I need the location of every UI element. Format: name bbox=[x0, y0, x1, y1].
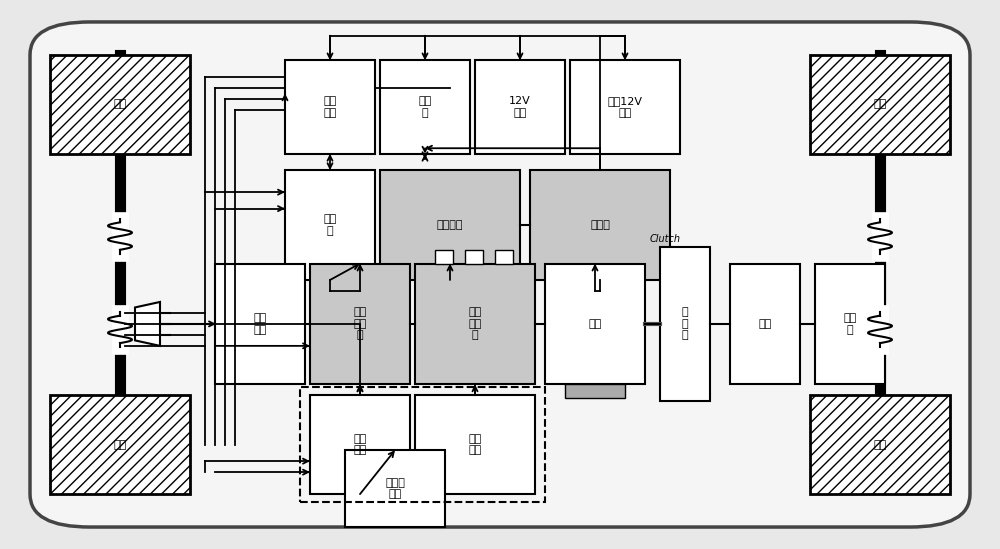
Bar bbox=[50, 55, 190, 154]
Text: 燃料
池: 燃料 池 bbox=[323, 214, 337, 236]
Text: 輪子: 輪子 bbox=[113, 440, 127, 450]
Text: 交換器: 交換器 bbox=[590, 220, 610, 230]
Bar bbox=[415, 264, 535, 384]
Text: 傳軸: 傳軸 bbox=[758, 319, 772, 329]
Text: 引擎
控制: 引擎 控制 bbox=[323, 96, 337, 118]
Bar bbox=[495, 250, 513, 264]
Text: 電機: 電機 bbox=[588, 319, 602, 329]
Bar bbox=[380, 170, 520, 280]
Text: Clutch: Clutch bbox=[650, 234, 680, 244]
Bar bbox=[810, 395, 950, 494]
Text: 驅動器
接口: 驅動器 接口 bbox=[385, 478, 405, 500]
Text: 步進
控制: 步進 控制 bbox=[468, 434, 482, 456]
Text: 燃料引擎: 燃料引擎 bbox=[437, 220, 463, 230]
Text: 系統
控制: 系統 控制 bbox=[353, 434, 367, 456]
Text: 大功
率電
池: 大功 率電 池 bbox=[353, 307, 367, 340]
Bar bbox=[310, 264, 410, 384]
Bar bbox=[50, 395, 190, 494]
Bar bbox=[380, 60, 470, 154]
Bar bbox=[465, 250, 483, 264]
Bar bbox=[300, 387, 545, 502]
Bar bbox=[285, 170, 375, 280]
Bar bbox=[810, 55, 950, 154]
Text: 輪子: 輪子 bbox=[873, 99, 887, 109]
Bar bbox=[570, 60, 680, 154]
Bar bbox=[545, 264, 645, 384]
Text: 耦
合
器: 耦 合 器 bbox=[682, 307, 688, 340]
Bar bbox=[285, 60, 375, 154]
Bar bbox=[565, 384, 625, 398]
Bar bbox=[660, 247, 710, 401]
Bar bbox=[815, 264, 885, 384]
Text: 交直
變換: 交直 變換 bbox=[253, 313, 267, 335]
FancyBboxPatch shape bbox=[30, 22, 970, 527]
Bar bbox=[310, 395, 410, 494]
Text: 輪子: 輪子 bbox=[873, 440, 887, 450]
Text: 變換
器: 變換 器 bbox=[418, 96, 432, 118]
Text: 其他12V
負載: 其他12V 負載 bbox=[608, 96, 642, 118]
Bar bbox=[215, 264, 305, 384]
Text: 12V
電池: 12V 電池 bbox=[509, 96, 531, 118]
Bar bbox=[530, 170, 670, 280]
Bar bbox=[415, 395, 535, 494]
Text: 分傳
器: 分傳 器 bbox=[843, 313, 857, 335]
Bar bbox=[730, 264, 800, 384]
Bar bbox=[345, 450, 445, 527]
Text: 輪子: 輪子 bbox=[113, 99, 127, 109]
Bar bbox=[475, 60, 565, 154]
Bar bbox=[435, 250, 453, 264]
Text: 電機
控制
器: 電機 控制 器 bbox=[468, 307, 482, 340]
Polygon shape bbox=[135, 302, 160, 346]
